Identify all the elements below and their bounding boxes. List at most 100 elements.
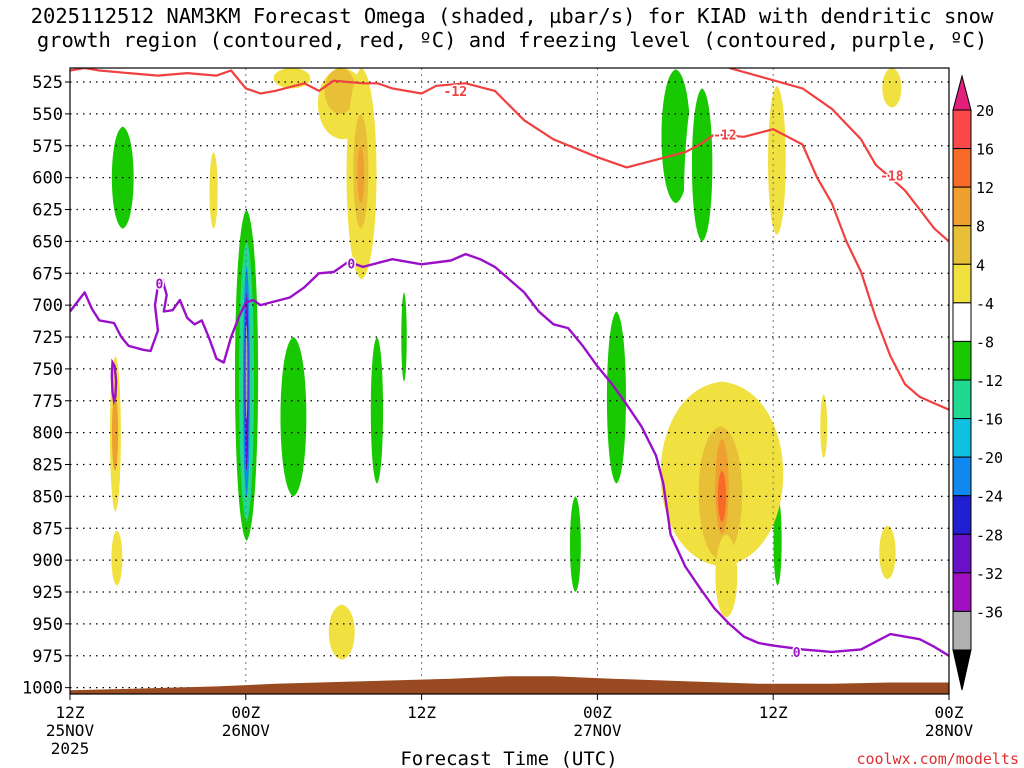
omega-sink-region	[879, 525, 896, 580]
colorbar-bin	[952, 418, 972, 458]
y-tick-label: 850	[32, 487, 63, 507]
omega-lift-region	[569, 496, 581, 593]
colorbar-bin	[952, 302, 972, 342]
colorbar-label: 16	[976, 141, 994, 159]
colorbar-label: -24	[976, 488, 1003, 506]
omega-lift-region	[280, 337, 307, 497]
y-tick-label: 1000	[22, 679, 63, 699]
x-tick-label: 26NOV	[222, 721, 271, 740]
freezing-level-contour	[70, 252, 949, 657]
y-tick-label: 875	[32, 519, 63, 539]
omega-lift-region	[152, 235, 175, 465]
colorbar-label: -32	[976, 565, 1003, 583]
omega-sink-region	[328, 604, 355, 660]
contours: -12 -12 -18 0 0 0	[70, 68, 949, 663]
colorbar-top-arrow	[952, 74, 972, 111]
x-tick-label: 25NOV	[46, 721, 95, 740]
omega-sink-region	[111, 394, 119, 471]
contour-label-zero: 0	[347, 257, 355, 272]
colorbar-label: -8	[976, 333, 994, 351]
freezing-level-loop	[110, 358, 118, 406]
omega-sink-region	[882, 68, 902, 108]
colorbar-label: 4	[976, 256, 985, 274]
x-tick-label: 12Z	[407, 703, 436, 722]
x-tick-label: 27NOV	[573, 721, 622, 740]
omega-sink-region	[715, 534, 738, 618]
y-tick-label: 575	[32, 137, 63, 157]
colorbar-bin	[952, 572, 972, 612]
omega-lift-region	[412, 343, 443, 647]
grid-lines	[70, 68, 949, 694]
colorbar-bin	[952, 263, 972, 304]
colorbar-label: -28	[976, 526, 1003, 544]
y-axis: 525 550 575 600 625 650 675 700 725 750 775 800 825 8…	[22, 73, 70, 699]
terrain-layer	[70, 676, 949, 694]
omega-lift-region	[245, 324, 248, 420]
x-axis-label: Forecast Time (UTC)	[400, 748, 617, 768]
colorbar-bin	[952, 379, 972, 420]
omega-lift-region	[338, 292, 357, 567]
x-tick-label: 12Z	[56, 703, 85, 722]
dgz-minus18-contour	[729, 68, 949, 243]
x-tick-label: 00Z	[231, 703, 260, 722]
contour-label-zero: 0	[793, 646, 801, 661]
colorbar: 20 16 12 8 4 -4 -8 -12 -16 -20 -24 -28 -32 -36	[952, 74, 1003, 691]
omega-lift-region	[691, 88, 713, 242]
colorbar-label: 12	[976, 179, 994, 197]
x-tick-label: 00Z	[583, 703, 612, 722]
y-tick-label: 525	[32, 73, 63, 93]
omega-sink-region	[273, 68, 311, 89]
credit-text: coolwx.com/modelts	[856, 750, 1019, 768]
dgz-minus12-contour	[70, 68, 949, 411]
colorbar-bin	[952, 610, 972, 651]
omega-sink-region	[324, 68, 356, 114]
colorbar-bottom-arrow	[952, 649, 972, 691]
colorbar-bin	[952, 340, 972, 381]
omega-lift-region	[392, 196, 411, 548]
title-line-1: 2025112512 NAM3KM Forecast Omega (shaded…	[30, 4, 994, 28]
title-line-2: growth region (contoured, red, ºC) and f…	[36, 28, 988, 52]
omega-lift-region	[370, 337, 384, 484]
y-tick-label: 800	[32, 424, 63, 444]
colorbar-label: -4	[976, 295, 994, 313]
colorbar-bin	[952, 148, 972, 188]
y-tick-label: 750	[32, 360, 63, 380]
y-tick-label: 725	[32, 328, 63, 348]
contour-label-minus12: -12	[444, 85, 467, 100]
contour-label-zero: 0	[155, 278, 163, 293]
colorbar-bin	[952, 533, 972, 574]
y-tick-label: 975	[32, 647, 63, 667]
colorbar-label: -20	[976, 449, 1003, 467]
contour-label-minus12: -12	[713, 129, 736, 144]
omega-sink-region	[820, 394, 828, 459]
y-tick-label: 950	[32, 615, 63, 635]
y-tick-label: 700	[32, 296, 63, 316]
omega-lift-region	[563, 126, 591, 522]
omega-sink-region	[768, 85, 786, 236]
y-tick-label: 825	[32, 456, 63, 476]
colorbar-label: -12	[976, 372, 1003, 390]
omega-lift-region	[401, 292, 407, 382]
colorbar-bin	[952, 109, 972, 150]
y-tick-label: 550	[32, 105, 63, 125]
omega-lift-region	[511, 68, 578, 535]
omega-sink-region	[209, 152, 218, 229]
y-tick-label: 775	[32, 392, 63, 412]
terrain	[70, 676, 949, 694]
y-tick-label: 600	[32, 169, 63, 189]
omega-lift-region	[838, 228, 852, 312]
omega-shading	[107, 68, 902, 660]
x-tick-label: 00Z	[935, 703, 964, 722]
x-tick-label: 28NOV	[925, 721, 974, 740]
colorbar-bin	[952, 225, 972, 265]
y-tick-label: 900	[32, 551, 63, 571]
colorbar-bin	[952, 495, 972, 535]
omega-sink-region	[717, 470, 727, 522]
plot-frame	[69, 67, 950, 695]
y-tick-label: 650	[32, 232, 63, 252]
x-tick-label: 2025	[51, 739, 90, 758]
y-tick-label: 625	[32, 201, 63, 221]
contour-label-minus18: -18	[880, 169, 904, 184]
